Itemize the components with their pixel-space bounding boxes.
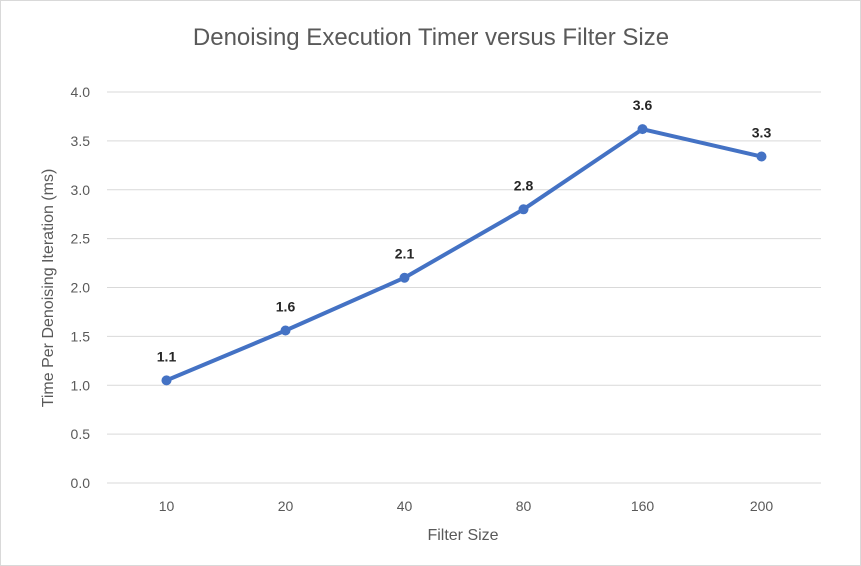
data-label: 2.8: [514, 177, 534, 193]
data-point: [280, 325, 291, 336]
x-tick-label: 200: [750, 498, 774, 514]
data-label: 1.6: [276, 299, 296, 315]
y-tick-label: 2.0: [71, 280, 91, 296]
gridlines: [107, 91, 821, 484]
y-tick-label: 0.5: [71, 426, 91, 442]
y-tick-labels: 0.0 0.5 1.0 1.5 2.0 2.5 3.0 3.5 4.0: [71, 84, 91, 491]
x-tick-label: 20: [278, 498, 294, 514]
data-label: 1.1: [157, 348, 177, 364]
data-point: [637, 124, 648, 135]
x-tick-labels: 10 20 40 80 160 200: [159, 498, 774, 514]
y-tick-label: 3.5: [71, 133, 91, 149]
y-tick-label: 3.0: [71, 182, 91, 198]
chart-title: Denoising Execution Timer versus Filter …: [193, 24, 669, 51]
data-labels: 1.1 1.6 2.1 2.8 3.6 3.3: [157, 97, 772, 364]
x-tick-label: 40: [397, 498, 413, 514]
x-tick-label: 10: [159, 498, 175, 514]
y-tick-label: 2.5: [71, 231, 91, 247]
y-tick-label: 4.0: [71, 84, 91, 100]
data-point: [756, 151, 767, 162]
data-point: [161, 375, 172, 386]
y-tick-label: 0.0: [71, 475, 91, 491]
x-tick-label: 160: [631, 498, 655, 514]
data-point: [399, 272, 410, 283]
data-label: 2.1: [395, 246, 415, 262]
series-line: [164, 127, 764, 383]
y-axis-title: Time Per Denoising Iteration (ms): [40, 169, 57, 408]
data-label: 3.6: [633, 97, 653, 113]
y-tick-label: 1.5: [71, 328, 91, 344]
y-tick-label: 1.0: [71, 377, 91, 393]
series-layer: [161, 124, 767, 386]
data-point: [518, 204, 529, 215]
x-tick-label: 80: [516, 498, 532, 514]
data-label: 3.3: [752, 125, 772, 141]
x-axis-title: Filter Size: [427, 527, 498, 544]
